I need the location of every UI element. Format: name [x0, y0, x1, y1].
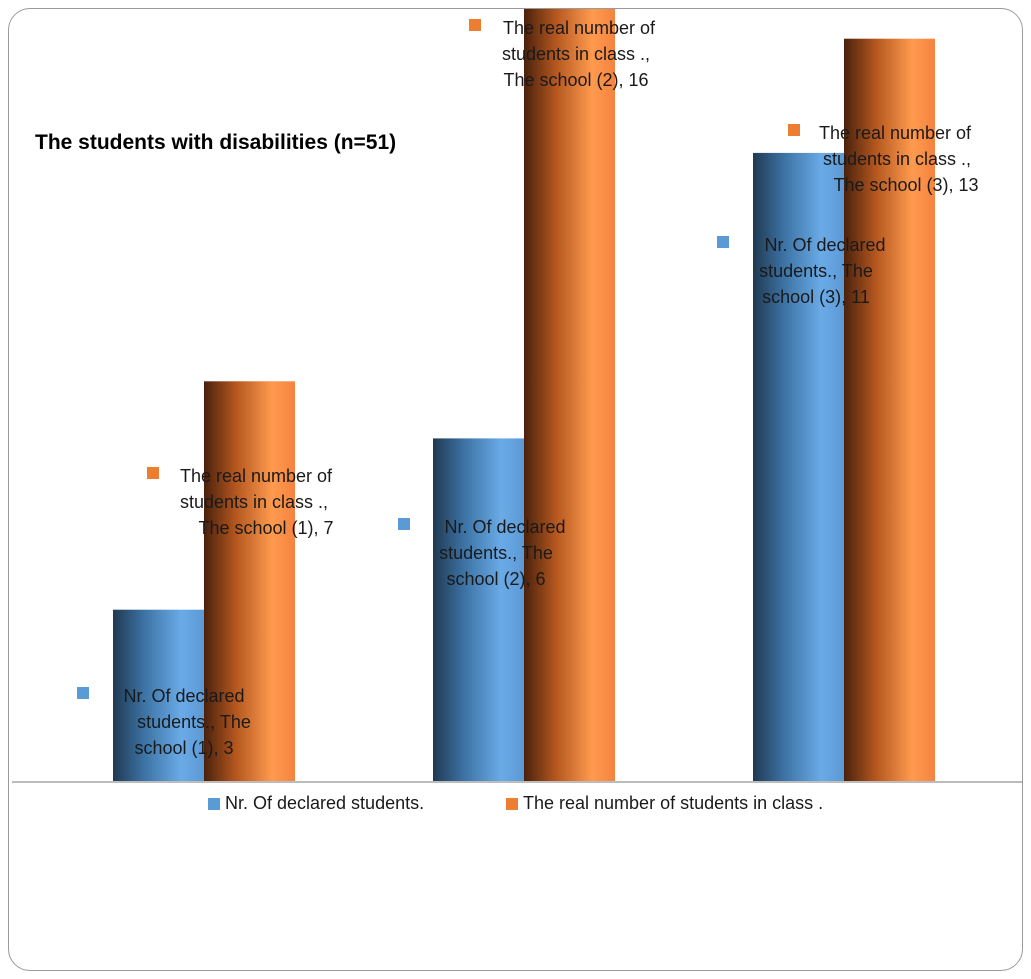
data-label-line: The school (3), 13	[833, 175, 978, 195]
data-label-line: The real number of	[503, 18, 656, 38]
data-label-marker	[788, 124, 800, 136]
data-label-line: students in class .,	[823, 149, 971, 169]
data-label-line: The real number of	[180, 466, 333, 486]
legend-label: The real number of students in class .	[523, 793, 823, 813]
chart-title: The students with disabilities (n=51)	[35, 131, 396, 154]
data-label-declared-school-2: Nr. Of declared students., The school (2),…	[398, 517, 566, 589]
data-label-marker	[717, 236, 729, 248]
data-label-line: students., The	[137, 712, 251, 732]
legend-item-real: The real number of students in class .	[506, 793, 823, 813]
bar-real-school-1	[204, 381, 295, 781]
data-label-line: Nr. Of declared	[444, 517, 565, 537]
legend-label: Nr. Of declared students.	[225, 793, 424, 813]
bar-declared-school-2	[433, 438, 524, 781]
data-label-declared-school-3: Nr. Of declared students., The school (3),…	[717, 235, 886, 307]
data-label-line: The school (2), 16	[503, 70, 648, 90]
bar-chart: The students with disabilities (n=51) Nr…	[12, 9, 1022, 813]
data-label-line: The school (1), 7	[198, 518, 333, 538]
data-label-line: school (1), 3	[134, 738, 233, 758]
data-label-line: students., The	[759, 261, 873, 281]
data-label-real-school-3: The real number of students in class ., Th…	[788, 123, 979, 195]
bar-real-school-2	[524, 9, 615, 781]
data-label-line: Nr. Of declared	[123, 686, 244, 706]
data-label-declared-school-1: Nr. Of declared students., The school (1),…	[77, 686, 251, 758]
legend-swatch	[208, 798, 220, 810]
data-label-line: school (3), 11	[762, 287, 870, 307]
data-label-line: The real number of	[819, 123, 972, 143]
legend-item-declared: Nr. Of declared students.	[208, 793, 424, 813]
data-label-line: students., The	[439, 543, 553, 563]
chart-frame: The students with disabilities (n=51) Nr…	[8, 8, 1023, 971]
bar-declared-school-3	[753, 152, 844, 781]
data-label-real-school-2: The real number of students in class ., Th…	[469, 18, 656, 90]
data-label-line: Nr. Of declared	[764, 235, 885, 255]
data-label-line: students in class .,	[502, 44, 650, 64]
bar-declared-school-1	[113, 609, 204, 781]
data-label-real-school-1: The real number of students in class ., Th…	[147, 466, 334, 538]
bar-real-school-3	[844, 38, 935, 781]
data-label-marker	[469, 19, 481, 31]
data-label-marker	[398, 518, 410, 530]
data-label-line: students in class .,	[180, 492, 328, 512]
data-label-marker	[147, 467, 159, 479]
data-label-line: school (2), 6	[446, 569, 545, 589]
data-label-marker	[77, 687, 89, 699]
legend-swatch	[506, 798, 518, 810]
